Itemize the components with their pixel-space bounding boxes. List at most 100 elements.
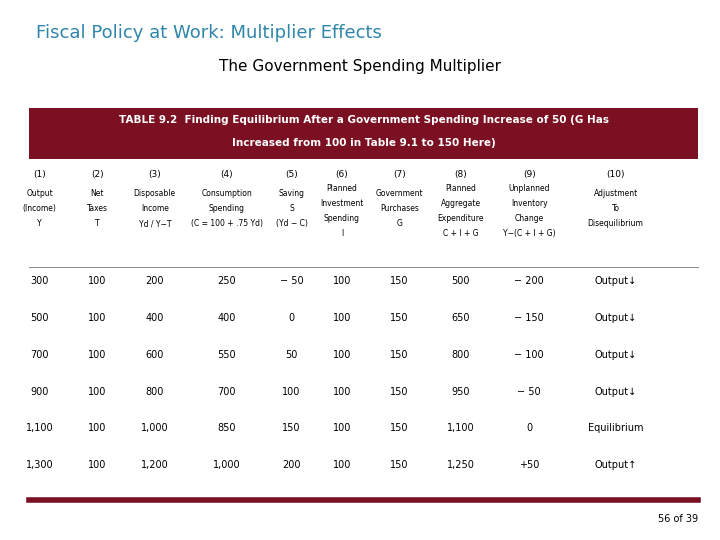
Text: − 50: − 50 — [280, 276, 303, 287]
Text: (3): (3) — [148, 170, 161, 179]
Text: 1,100: 1,100 — [26, 423, 53, 434]
Text: Income: Income — [141, 204, 168, 213]
Text: Increased from 100 in Table 9.1 to 150 Here): Increased from 100 in Table 9.1 to 150 H… — [232, 138, 495, 149]
Text: 100: 100 — [333, 387, 351, 397]
Text: Fiscal Policy at Work: Multiplier Effects: Fiscal Policy at Work: Multiplier Effect… — [36, 24, 382, 42]
Text: G: G — [397, 219, 402, 228]
Text: − 200: − 200 — [514, 276, 544, 287]
Text: (2): (2) — [91, 170, 104, 179]
Text: 100: 100 — [88, 460, 107, 470]
Text: 400: 400 — [217, 313, 236, 323]
Text: 100: 100 — [88, 350, 107, 360]
Text: 150: 150 — [390, 313, 409, 323]
Text: Spending: Spending — [209, 204, 245, 213]
Text: Aggregate: Aggregate — [441, 199, 481, 208]
Text: 100: 100 — [333, 276, 351, 287]
Text: S: S — [289, 204, 294, 213]
Text: 950: 950 — [451, 387, 470, 397]
Text: (C = 100 + .75 Yd): (C = 100 + .75 Yd) — [191, 219, 263, 228]
Text: 100: 100 — [282, 387, 301, 397]
Text: Equilibrium: Equilibrium — [588, 423, 644, 434]
Text: 650: 650 — [451, 313, 470, 323]
Text: 800: 800 — [145, 387, 164, 397]
Text: 300: 300 — [30, 276, 49, 287]
Text: 100: 100 — [88, 423, 107, 434]
Text: Output↓: Output↓ — [595, 387, 636, 397]
Text: 100: 100 — [88, 387, 107, 397]
Text: (Income): (Income) — [22, 204, 57, 213]
Text: TABLE 9.2  Finding Equilibrium After a Government Spending Increase of 50 (G Has: TABLE 9.2 Finding Equilibrium After a Go… — [119, 115, 608, 125]
Text: Adjustment: Adjustment — [593, 189, 638, 198]
Text: (9): (9) — [523, 170, 536, 179]
Text: − 50: − 50 — [518, 387, 541, 397]
Text: 56 of 39: 56 of 39 — [658, 514, 698, 524]
Text: 700: 700 — [30, 350, 49, 360]
Text: Taxes: Taxes — [86, 204, 108, 213]
Text: Planned: Planned — [327, 184, 357, 193]
Text: (7): (7) — [393, 170, 406, 179]
Text: Output↓: Output↓ — [595, 276, 636, 287]
Text: 1,100: 1,100 — [447, 423, 474, 434]
Text: 100: 100 — [333, 313, 351, 323]
Text: 100: 100 — [333, 460, 351, 470]
Text: +50: +50 — [519, 460, 539, 470]
Text: Change: Change — [515, 214, 544, 223]
Text: 200: 200 — [282, 460, 301, 470]
Text: 500: 500 — [30, 313, 49, 323]
Text: 100: 100 — [88, 313, 107, 323]
Text: 250: 250 — [217, 276, 236, 287]
Text: 200: 200 — [145, 276, 164, 287]
Text: (4): (4) — [220, 170, 233, 179]
Text: 1,000: 1,000 — [141, 423, 168, 434]
Text: 150: 150 — [282, 423, 301, 434]
Text: 800: 800 — [451, 350, 470, 360]
Text: 1,300: 1,300 — [26, 460, 53, 470]
Text: 150: 150 — [390, 387, 409, 397]
Text: 550: 550 — [217, 350, 236, 360]
Text: (5): (5) — [285, 170, 298, 179]
Text: To: To — [611, 204, 620, 213]
Text: 600: 600 — [145, 350, 164, 360]
Text: 100: 100 — [333, 423, 351, 434]
Text: 150: 150 — [390, 276, 409, 287]
Text: (8): (8) — [454, 170, 467, 179]
Text: 150: 150 — [390, 350, 409, 360]
Text: Unplanned: Unplanned — [508, 184, 550, 193]
Text: Net: Net — [91, 189, 104, 198]
Text: 0: 0 — [289, 313, 294, 323]
Text: 100: 100 — [333, 350, 351, 360]
Text: − 150: − 150 — [514, 313, 544, 323]
Text: Purchases: Purchases — [380, 204, 419, 213]
Text: (1): (1) — [33, 170, 46, 179]
Text: (6): (6) — [336, 170, 348, 179]
Text: 100: 100 — [88, 276, 107, 287]
Text: 850: 850 — [217, 423, 236, 434]
Text: Output↑: Output↑ — [595, 460, 636, 470]
Text: Consumption: Consumption — [202, 189, 252, 198]
Text: − 100: − 100 — [514, 350, 544, 360]
Text: Disposable: Disposable — [134, 189, 176, 198]
Text: Inventory: Inventory — [511, 199, 547, 208]
Text: 150: 150 — [390, 423, 409, 434]
Text: 1,000: 1,000 — [213, 460, 240, 470]
Text: Expenditure: Expenditure — [438, 214, 484, 223]
Text: Government: Government — [376, 189, 423, 198]
Text: The Government Spending Multiplier: The Government Spending Multiplier — [219, 59, 501, 75]
Text: Yd / Y−T: Yd / Y−T — [138, 219, 171, 228]
Text: 900: 900 — [30, 387, 49, 397]
Text: (Yd − C): (Yd − C) — [276, 219, 307, 228]
Text: Y−(C + I + G): Y−(C + I + G) — [503, 229, 556, 238]
Text: 700: 700 — [217, 387, 236, 397]
Text: Saving: Saving — [279, 189, 305, 198]
Text: T: T — [95, 219, 99, 228]
Text: 0: 0 — [526, 423, 532, 434]
Text: 400: 400 — [145, 313, 164, 323]
Text: Investment: Investment — [320, 199, 364, 208]
Text: Spending: Spending — [324, 214, 360, 223]
Text: 1,250: 1,250 — [447, 460, 474, 470]
Text: Y: Y — [37, 219, 42, 228]
Text: I: I — [341, 229, 343, 238]
Text: Output↓: Output↓ — [595, 350, 636, 360]
Text: 1,200: 1,200 — [141, 460, 168, 470]
FancyBboxPatch shape — [29, 108, 698, 159]
